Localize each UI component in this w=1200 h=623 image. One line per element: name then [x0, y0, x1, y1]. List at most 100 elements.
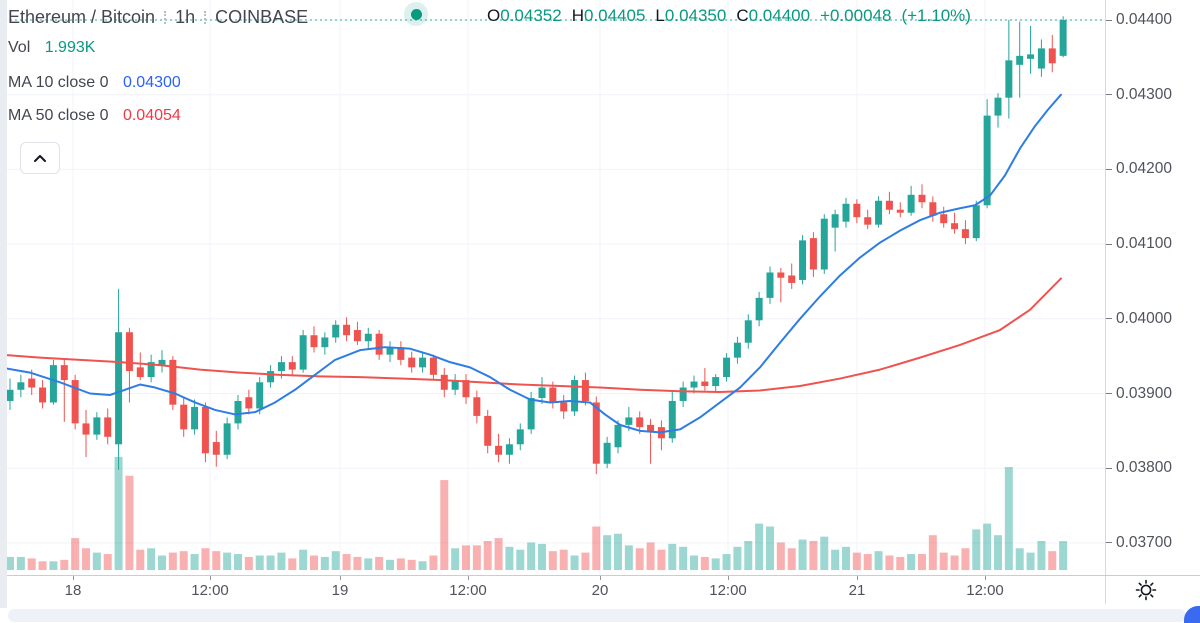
candle-up [419, 357, 427, 368]
time-tick-mark [468, 576, 469, 580]
candle-up [191, 406, 199, 430]
candle-down [288, 362, 296, 370]
candle-down [473, 397, 481, 416]
candle-down [809, 238, 817, 270]
candle-up [158, 359, 166, 366]
volume-bar [744, 541, 753, 570]
change-value: +0.00048 [820, 6, 892, 25]
horizontal-scrollbar[interactable] [8, 609, 1186, 622]
volume-bar [396, 558, 405, 570]
high-value: 0.04405 [583, 6, 646, 25]
ma50-value: 0.04054 [122, 107, 181, 124]
time-axis[interactable]: 18 12:00 19 12:00 20 12:00 21 12:00 [0, 575, 1200, 605]
open-value: 0.04352 [500, 6, 562, 25]
volume-bar [461, 545, 470, 570]
volume-bar [831, 549, 840, 570]
time-tick-label: 18 [64, 582, 82, 599]
volume-bar [125, 475, 134, 570]
volume-bar [928, 535, 937, 570]
volume-bar [60, 559, 69, 570]
candle-up [93, 417, 101, 435]
volume-bar [342, 554, 351, 570]
volume-bar [885, 555, 894, 570]
volume-bar [38, 561, 47, 570]
volume-bar [570, 555, 579, 570]
volume-bar [983, 523, 992, 570]
price-tick-label: 0.04300 [1116, 85, 1173, 103]
candle-up [6, 389, 14, 401]
price-tick-label: 0.03700 [1116, 533, 1173, 551]
candle-down [343, 324, 351, 336]
ma50-legend-row[interactable]: MA 50 close 0 0.04054 [8, 107, 181, 125]
candle-down [39, 387, 47, 403]
candle-down [484, 415, 492, 446]
separator [204, 10, 207, 24]
collapse-legend-button[interactable] [20, 142, 60, 174]
volume-bar [950, 555, 959, 570]
ma10-legend-row[interactable]: MA 10 close 0 0.04300 [8, 74, 181, 92]
close-value: 0.04400 [748, 6, 811, 25]
volume-bar [841, 546, 850, 570]
volume-bar [299, 549, 308, 570]
corner-badge [1184, 606, 1200, 623]
volume-bar [277, 552, 286, 570]
candle-up [256, 382, 264, 409]
candle-up [625, 417, 633, 425]
volume-bar [212, 551, 221, 570]
volume-bar [451, 548, 460, 570]
candle-down [125, 332, 133, 372]
volume-bar [440, 480, 449, 570]
price-tick-mark [1106, 94, 1112, 96]
price-tick-mark [1106, 168, 1112, 170]
symbol-name[interactable]: Ethereum / Bitcoin [8, 6, 156, 27]
candle-down [1048, 48, 1056, 64]
candle-down [592, 402, 600, 464]
volume-bar [1059, 541, 1068, 570]
candle-up [299, 335, 307, 370]
price-tick-mark [1106, 542, 1112, 544]
volume-legend-row[interactable]: Vol 1.993K [8, 39, 95, 57]
volume-bar [874, 551, 883, 570]
candle-up [679, 387, 687, 401]
price-axis[interactable]: 0.04400 0.04300 0.04200 0.04100 0.04000 0.039… [1105, 0, 1200, 575]
volume-bar [157, 555, 166, 570]
price-tick-mark [1106, 393, 1112, 394]
exchange-label[interactable]: COINBASE [215, 6, 309, 27]
time-tick-label: 12:00 [966, 582, 1004, 599]
volume-bar [179, 551, 188, 570]
volume-bar [136, 549, 145, 570]
volume-bar [364, 558, 373, 570]
volume-bar [309, 555, 318, 570]
volume-bar [592, 526, 601, 570]
volume-bar [429, 555, 438, 570]
volume-bar [559, 549, 568, 570]
volume-bar [798, 539, 807, 570]
symbol-header[interactable]: Ethereum / Bitcoin 1h COINBASE [8, 4, 308, 30]
sun-icon[interactable] [1128, 578, 1164, 602]
candle-up [907, 194, 915, 213]
candle-up [820, 218, 828, 270]
candle-down [853, 203, 861, 218]
time-tick-label: 21 [848, 582, 866, 599]
price-pane-svg[interactable] [0, 0, 1105, 575]
volume-bar [71, 538, 80, 570]
candle-up [223, 423, 231, 455]
volume-bar [603, 535, 612, 570]
candle-up [755, 297, 763, 321]
time-tick-label: 20 [591, 582, 609, 599]
candle-down [429, 357, 437, 375]
candle-up [1059, 20, 1067, 56]
chevron-up-icon [34, 154, 46, 162]
price-tick-mark [1106, 467, 1112, 469]
candle-down [245, 397, 253, 409]
candle-up [875, 200, 883, 225]
price-tick-label: 0.04200 [1116, 160, 1173, 178]
volume-bar [961, 548, 970, 570]
low-label: L [655, 6, 665, 25]
volume-bar [147, 548, 156, 570]
interval-label[interactable]: 1h [175, 6, 196, 27]
candle-up [277, 362, 285, 372]
market-status-dot-icon[interactable] [404, 2, 428, 26]
volume-bar [722, 554, 731, 570]
